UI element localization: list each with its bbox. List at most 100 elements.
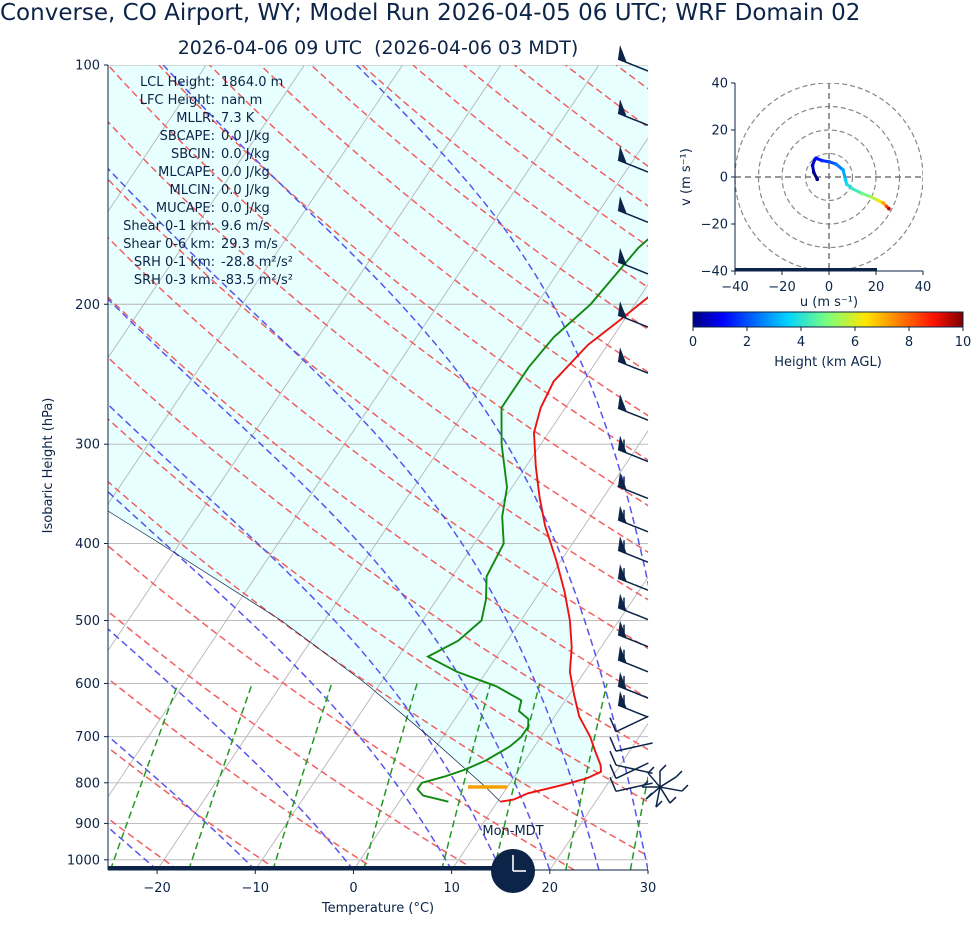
barb-staff [659, 786, 671, 804]
hodograph-x-tick-label: −20 [768, 280, 795, 295]
wind-barb [609, 777, 653, 793]
moist-adiabat [162, 65, 648, 870]
height-colorbar: Height (km AGL) 0 2 4 6 8 10 [689, 311, 972, 370]
index-label: SBCAPE: [160, 129, 215, 144]
dry-adiabat [209, 65, 648, 417]
x-tick-label: 10 [443, 881, 460, 896]
moist-adiabat [108, 297, 551, 870]
barb-staff [647, 772, 661, 788]
barb-pennant [618, 247, 627, 266]
dry-adiabat [108, 544, 575, 870]
barb-pennant [618, 394, 627, 413]
dry-adiabat [615, 65, 648, 90]
mixing-ratio-line [187, 683, 253, 870]
barb-staff [615, 742, 653, 752]
wind-barb [617, 564, 649, 591]
index-value: 9.6 m/s [221, 219, 270, 234]
wind-barb [617, 347, 649, 374]
colorbar-gradient [692, 311, 964, 328]
colorbar-tick-label: 8 [905, 335, 913, 350]
colorbar-tick-label: 4 [797, 335, 805, 350]
hodograph-point [834, 162, 838, 166]
wind-barb [617, 301, 649, 328]
isotherm-line [108, 65, 207, 213]
isotherm-line [108, 65, 600, 798]
hodograph-y-label: v (m s⁻¹) [679, 148, 694, 206]
isotherm-line [549, 722, 648, 870]
surface-wind-barbs [641, 764, 689, 808]
hodograph-point [810, 163, 815, 168]
index-label: LFC Height: [140, 93, 215, 108]
cape-shading [108, 65, 648, 788]
y-tick-label: 1000 [67, 853, 100, 868]
x-tick-label: −10 [242, 881, 269, 896]
wind-barb [617, 99, 649, 126]
indices-table: LCL Height: 1864.0 m LFC Height: nan m MLLR:… [123, 75, 293, 288]
y-tick-label: 500 [75, 614, 100, 629]
x-tick-label: −20 [143, 881, 170, 896]
dry-adiabat [361, 65, 648, 289]
wind-barb [617, 691, 649, 718]
dewpoint-profile [416, 238, 648, 803]
barb-flag [681, 784, 689, 792]
barb-staff [659, 776, 677, 788]
y-tick-label: 900 [75, 817, 100, 832]
dry-adiabat [108, 178, 648, 601]
index-label: SRH 0-3 km: [134, 273, 215, 288]
moist-adiabat [355, 65, 648, 587]
wind-barb [617, 394, 649, 421]
mixing-ratio-line [440, 683, 492, 870]
moist-adiabat [108, 735, 256, 870]
isotherm-line [0, 65, 10, 870]
wind-barb [617, 196, 649, 223]
barb-flag [675, 770, 683, 778]
wind-barb [609, 736, 653, 752]
wind-barb [617, 435, 649, 463]
wind-barb [609, 715, 649, 733]
surface-bar [108, 866, 518, 870]
wind-barb [617, 45, 649, 72]
local-time-clock: Mon-MDT [482, 824, 544, 893]
colorbar-label: Height (km AGL) [774, 355, 882, 370]
mixing-ratio-line [272, 683, 333, 870]
barb-flag [609, 750, 617, 766]
barb-pennant [618, 99, 627, 118]
index-value: -28.8 m²/s² [221, 255, 293, 270]
moist-adiabat [108, 403, 502, 870]
moist-adiabat [108, 167, 600, 870]
hodograph-x-tick-label: −40 [721, 280, 748, 295]
x-tick-label: 20 [542, 881, 559, 896]
hodograph-point [887, 206, 891, 211]
wind-barb [617, 671, 649, 699]
isotherm-line [108, 65, 502, 652]
x-tick-label: 0 [349, 881, 357, 896]
barb-flag [609, 777, 617, 792]
chart-title: Converse, CO Airport, WY; Model Run 2026… [0, 0, 861, 26]
hodograph-point [869, 195, 874, 199]
hodograph-point [860, 191, 864, 196]
barb-staff [615, 762, 649, 780]
colorbar-tick-label: 10 [955, 335, 972, 350]
index-label: MUCAPE: [156, 201, 215, 216]
y-tick-label: 800 [75, 776, 100, 791]
mixing-ratio-line [565, 683, 608, 870]
barb-pennant [618, 196, 627, 215]
y-tick-label: 200 [75, 298, 100, 313]
index-value: 0.0 J/kg [221, 129, 270, 144]
barb-staff [659, 786, 683, 792]
hodograph-point [850, 186, 855, 191]
y-tick-label: 100 [75, 59, 100, 74]
moist-adiabat [108, 628, 355, 870]
hodograph-y-tick-label: 40 [711, 77, 728, 92]
barb-flag [659, 764, 667, 772]
hodograph-surface-bar [735, 268, 877, 271]
y-axis-label: Isobaric Height (hPa) [41, 398, 56, 534]
index-value: 0.0 J/kg [221, 201, 270, 216]
wind-barb [617, 146, 649, 173]
index-label: SRH 0-1 km: [134, 255, 215, 270]
barb-pennant [618, 146, 627, 165]
dry-adiabat [310, 65, 648, 331]
index-label: Shear 0-1 km: [123, 219, 215, 234]
index-value: nan m [221, 93, 262, 108]
barb-pennant [618, 347, 627, 366]
